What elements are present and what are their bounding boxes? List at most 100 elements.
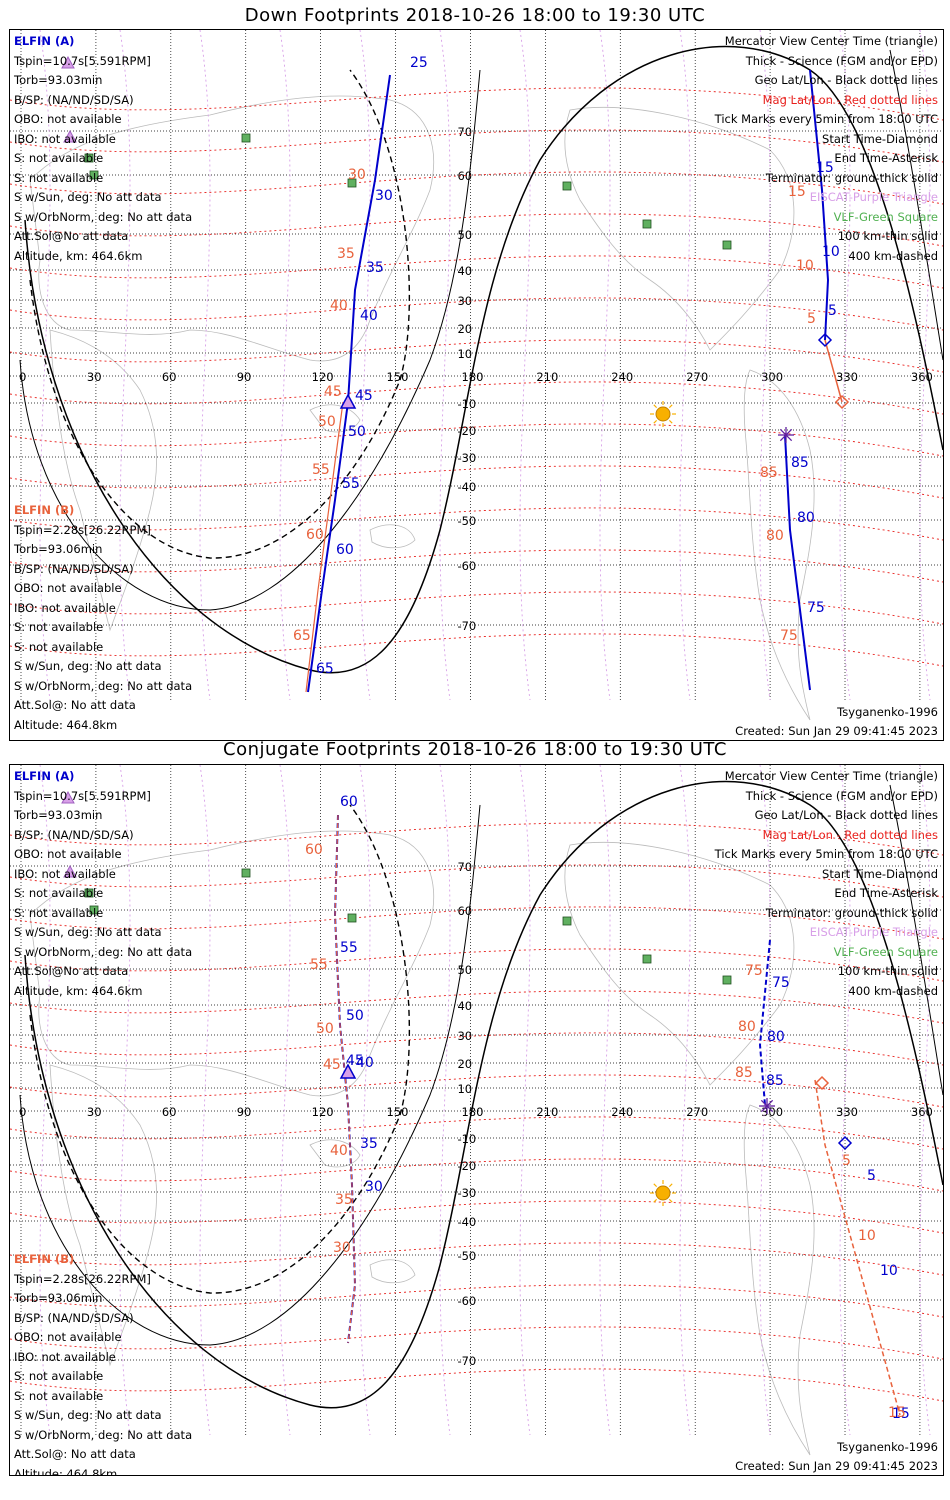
vlf-square-icon xyxy=(642,219,652,229)
info-line: Att.Sol@: No att data xyxy=(14,698,136,712)
lon-tick-label: 300 xyxy=(761,1105,783,1119)
legend-item: Tick Marks every 5min from 18:00 UTC xyxy=(714,847,938,861)
mag-parallel xyxy=(10,129,943,163)
sun-ray xyxy=(668,1198,673,1203)
lat-tick-label: 30 xyxy=(457,1029,472,1043)
vlf-square-icon xyxy=(241,133,251,143)
info-line: OBO: not available xyxy=(14,1330,122,1344)
sun-icon xyxy=(655,406,671,422)
sun-ray xyxy=(668,404,673,409)
mag-meridian xyxy=(439,765,451,1436)
lon-tick-label: 150 xyxy=(387,370,409,384)
terminator-400km xyxy=(29,69,411,559)
lat-tick-label: 10 xyxy=(457,347,472,361)
land-outline xyxy=(49,1064,157,1367)
info-line: Tspin=10.7s[5.591RPM] xyxy=(14,788,151,803)
mag-parallel xyxy=(10,948,943,982)
mag-parallel xyxy=(10,1284,943,1318)
track-a-tick-label: 85 xyxy=(791,455,809,471)
terminator-ground xyxy=(24,45,943,674)
track-a-tick-label: 50 xyxy=(346,1008,364,1024)
info-line: S: not available xyxy=(14,905,104,920)
mag-meridian xyxy=(199,30,211,701)
lon-tick-label: 120 xyxy=(312,1105,334,1119)
info-line: Torb=93.03min xyxy=(14,808,103,822)
lon-tick-label: 210 xyxy=(536,370,558,384)
info-line: Altitude: 464.8km xyxy=(14,717,118,732)
end-asterisk-icon xyxy=(779,428,793,442)
info-line: S w/OrbNorm, deg: No att data xyxy=(14,944,193,959)
info-line: S: not available xyxy=(14,1388,104,1403)
track-a-tick-label: 75 xyxy=(772,975,790,991)
info-line: Altitude, km: 464.6km xyxy=(14,983,143,998)
elfin-a-info: ELFIN (A) Tspin=10.7s[5.591RPM] Torb=93.… xyxy=(14,767,192,1001)
track-a-tick-label: 25 xyxy=(410,55,428,71)
mag-meridian xyxy=(839,30,851,701)
legend-item: 100 km-thin solid xyxy=(837,229,938,243)
track-b-tick-label: 50 xyxy=(318,414,336,430)
mag-parallel xyxy=(10,87,943,121)
lat-tick-label: -40 xyxy=(457,480,476,494)
lat-tick-label: -60 xyxy=(457,559,476,573)
legend-item: 400 km-dashed xyxy=(848,248,938,263)
eiscat-triangle-icon xyxy=(63,864,77,878)
land-outline xyxy=(29,830,434,1097)
info-line: B/SP: (NA/ND/SD/SA) xyxy=(14,827,134,842)
track-a-tick-label: 40 xyxy=(360,308,378,324)
mag-meridian xyxy=(519,765,531,1436)
center-triangle-icon xyxy=(339,393,357,409)
sun-icon xyxy=(655,1185,671,1201)
mag-meridian xyxy=(119,30,131,701)
track-b-tick-label: 15 xyxy=(888,1405,906,1421)
legend-item: 100 km-thin solid xyxy=(837,964,938,978)
legend-item: VLF-Green Square xyxy=(833,209,938,224)
track-a-line-east xyxy=(758,939,771,1106)
lat-tick-label: 70 xyxy=(457,125,472,139)
mag-parallel xyxy=(10,591,943,625)
lat-tick-label: 20 xyxy=(457,322,472,336)
mag-meridian xyxy=(599,30,611,701)
lat-tick-label: 50 xyxy=(457,228,472,242)
track-b-tick-label: 45 xyxy=(323,1057,341,1073)
legend-item: Thick - Science (FGM and/or EPD) xyxy=(745,53,938,68)
track-b-tick-label: 35 xyxy=(337,246,355,262)
info-line: Torb=93.06min xyxy=(14,542,103,556)
track-a-south xyxy=(784,434,811,691)
mag-meridian xyxy=(679,30,691,701)
land-outline xyxy=(369,524,416,549)
vlf-square-icon xyxy=(84,153,94,163)
info-line: Tspin=2.28s[26.22RPM] xyxy=(14,522,151,537)
lat-tick-label: 20 xyxy=(457,1057,472,1071)
info-line: S: not available xyxy=(14,151,104,165)
sun-ray xyxy=(653,404,658,409)
track-b-tick-label: 10 xyxy=(858,1228,876,1244)
vlf-square-icon xyxy=(89,905,99,915)
land-outline xyxy=(564,842,795,1086)
track-b-tick-label: 60 xyxy=(305,842,323,858)
info-line: S: not available xyxy=(14,620,104,634)
legend-item: Geo Lat/Lon - Black dotted lines xyxy=(754,808,938,822)
track-b-line xyxy=(305,401,344,693)
lat-tick-label: -60 xyxy=(457,1294,476,1308)
info-line: S w/OrbNorm, deg: No att data xyxy=(14,678,193,693)
legend-item: Terminator: ground-thick solid xyxy=(765,905,938,920)
mag-meridian xyxy=(359,30,371,701)
track-a-tick-label: 55 xyxy=(340,940,358,956)
lat-tick-label: -50 xyxy=(457,1249,476,1263)
track-a-tick-label: 5 xyxy=(828,303,837,319)
legend-item: Start Time-Diamond xyxy=(822,866,938,881)
track-b-tick-label: 40 xyxy=(330,1143,348,1159)
track-b-tick-label: 85 xyxy=(760,465,778,481)
lat-tick-label: 40 xyxy=(457,999,472,1013)
track-a-tick-label: 80 xyxy=(797,510,815,526)
lat-tick-label: 30 xyxy=(457,294,472,308)
mag-meridian xyxy=(759,765,771,1436)
center-triangle-icon xyxy=(339,1063,357,1079)
info-line: S w/Sun, deg: No att data xyxy=(14,925,162,939)
vlf-square-icon xyxy=(347,178,357,188)
mag-meridian xyxy=(359,765,371,1436)
model-label: Tsyganenko-1996 xyxy=(837,1440,938,1454)
track-b-line xyxy=(334,814,356,1344)
track-b-tick-label: 45 xyxy=(324,384,342,400)
info-line: S: not available xyxy=(14,886,104,900)
